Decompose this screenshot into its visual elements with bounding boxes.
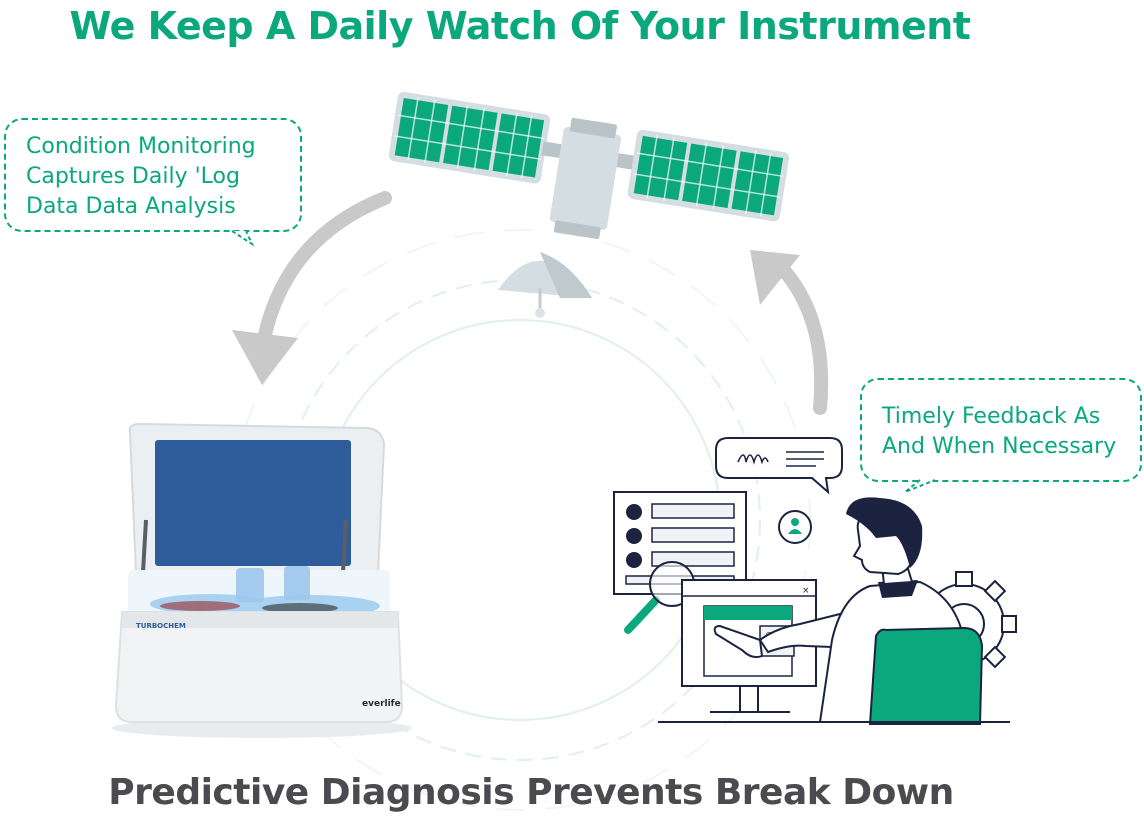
- satellite-dish-icon: [498, 252, 592, 318]
- analyzer-instrument: TURBOCHEM everlife: [112, 422, 412, 738]
- svg-text:×: ×: [802, 586, 810, 596]
- bubble-text-line: Captures Daily 'Log: [26, 164, 240, 189]
- speech-bubble-condition-monitoring: Condition Monitoring Captures Daily 'Log…: [4, 118, 302, 232]
- support-person-illustration: × @: [613, 437, 1017, 725]
- bubble-tail-right: [904, 479, 936, 493]
- bubble-tail-left: [231, 230, 255, 247]
- person-icon: [713, 497, 984, 725]
- bubble-text-line: Condition Monitoring: [26, 134, 256, 159]
- analyzer-logo-label: everlife: [362, 699, 401, 709]
- user-avatar-icon: [778, 510, 812, 544]
- bubble-text-line: Timely Feedback As: [882, 404, 1101, 429]
- footer-tagline: Predictive Diagnosis Prevents Break Down: [108, 772, 954, 813]
- bubble-text-line: Data Data Analysis: [26, 194, 236, 219]
- speech-bubble-timely-feedback: Timely Feedback As And When Necessary: [860, 378, 1142, 482]
- satellite-icon: [388, 91, 790, 239]
- bubble-text-line: And When Necessary: [882, 434, 1117, 459]
- arrow-down-left-icon: [232, 191, 392, 385]
- page-title: We Keep A Daily Watch Of Your Instrument: [69, 4, 971, 48]
- chat-bubble-icon: [715, 437, 843, 495]
- arrow-up-right-icon: [750, 250, 829, 415]
- analyzer-brand-label: TURBOCHEM: [136, 622, 186, 630]
